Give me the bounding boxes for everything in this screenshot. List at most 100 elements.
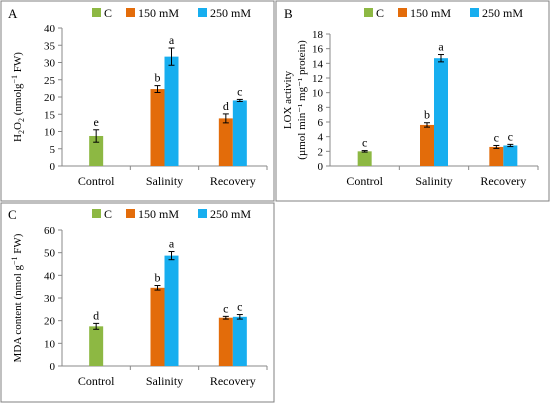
y-axis-label-part: (nmolg [12,83,24,118]
bar [420,124,434,166]
y-axis-label-part: FW) [12,233,24,256]
bar [489,146,504,166]
y-tick-label: 12 [312,73,323,85]
y-axis-label-part: −1 [10,256,19,265]
y-axis-label-part: 2 [17,118,26,122]
y-axis-label-part: MDA content (nmol g [12,264,24,362]
y-tick-label: 20 [44,92,56,104]
legend-swatch-0 [364,8,373,17]
significance-letter: c [237,84,242,98]
y-tick-label: 25 [44,75,56,87]
panel-border [0,0,275,202]
significance-letter: c [508,129,513,143]
y-tick-label: 10 [44,338,56,350]
y-axis-label-part: O [12,122,24,130]
y-axis-label-line: LOX activity [282,70,294,129]
legend-label-0: C [104,207,112,221]
legend-swatch-1 [126,8,135,17]
significance-letter: d [93,308,99,322]
bar [232,100,247,166]
chart-panel-c: C C 150 mM 250 mM 0 10 20 30 40 50 60 Control Salini… [0,202,275,403]
y-tick-label: 6 [318,117,324,129]
legend-label-1: 150 mM [138,207,179,221]
bar [357,151,372,166]
y-tick-label: 15 [44,109,56,121]
bar [218,118,233,166]
y-tick-label: 60 [44,225,56,237]
legend-label-0: C [376,6,384,20]
bar [164,255,179,366]
panel-label: C [8,207,17,222]
y-axis-label: H2O2 (nmolg−1 FW) [10,52,26,142]
legend-label-1: 150 mM [410,6,451,20]
legend-swatch-2 [198,8,207,17]
y-axis-label: MDA content (nmol g−1 FW) [10,233,24,362]
significance-letter: d [223,99,229,113]
y-tick-label: 5 [50,144,56,156]
y-tick-label: 0 [50,361,56,373]
y-tick-label: 10 [44,127,56,139]
y-tick-label: 30 [44,58,56,70]
significance-letter: b [424,108,430,122]
legend-swatch-0 [92,8,101,17]
y-tick-label: 35 [44,40,56,52]
significance-letter: a [438,40,444,54]
significance-letter: c [223,301,228,315]
bar [232,316,247,366]
x-tick-label: Control [346,174,383,188]
chart-panel-b: B C 150 mM 250 mM 0 2 4 6 8 10 12 14 16 18 Control Sali… [275,0,550,202]
bar [150,287,165,366]
bar [434,58,448,167]
y-tick-label: 2 [318,146,324,158]
y-tick-label: 20 [44,316,56,328]
y-tick-label: 40 [44,270,56,282]
y-tick-label: 16 [312,44,324,56]
y-axis-label-part: −1 [10,75,19,84]
bar [89,135,104,166]
significance-letter: c [362,136,367,150]
panel-label: B [284,6,293,21]
y-tick-label: 0 [50,161,56,173]
significance-letter: c [237,300,242,314]
y-tick-label: 50 [44,248,56,260]
bar [503,145,518,166]
x-tick-label: Control [78,374,115,388]
x-tick-label: Control [78,174,115,188]
legend-label-2: 250 mM [210,6,251,20]
y-axis-label-line: (µmol min⁻¹ mg⁻¹ protein) [296,40,308,160]
legend-label-0: C [104,6,112,20]
legend-swatch-1 [126,209,135,218]
chart-panel-a: A C 150 mM 250 mM 0 5 10 15 20 25 30 35 40 Control Sal… [0,0,275,202]
panel-border [0,202,275,403]
panel-border [275,0,550,202]
legend-label-2: 250 mM [210,207,251,221]
significance-letter: e [94,115,99,129]
bar [164,56,179,167]
significance-letter: a [169,237,175,251]
x-tick-label: Salinity [415,174,452,188]
legend-swatch-2 [470,8,479,17]
y-tick-label: 10 [312,88,324,100]
bar [89,326,104,366]
significance-letter: a [169,33,175,47]
bar [150,89,165,166]
x-tick-label: Recovery [210,174,256,188]
y-tick-label: 4 [318,132,324,144]
y-tick-label: 30 [44,293,56,305]
x-tick-label: Recovery [210,374,256,388]
y-tick-label: 0 [318,161,324,173]
bar [218,317,233,366]
y-tick-label: 14 [312,58,324,70]
significance-letter: c [494,130,499,144]
legend-swatch-1 [398,8,407,17]
y-tick-label: 18 [312,29,324,41]
y-axis-label-part: FW) [12,52,24,75]
panel-label: A [8,6,18,21]
x-tick-label: Recovery [480,174,526,188]
x-tick-label: Salinity [146,374,183,388]
y-tick-label: 8 [318,102,324,114]
y-axis-label-part: H [12,134,24,142]
significance-letter: b [155,71,161,85]
legend-label-2: 250 mM [482,6,523,20]
